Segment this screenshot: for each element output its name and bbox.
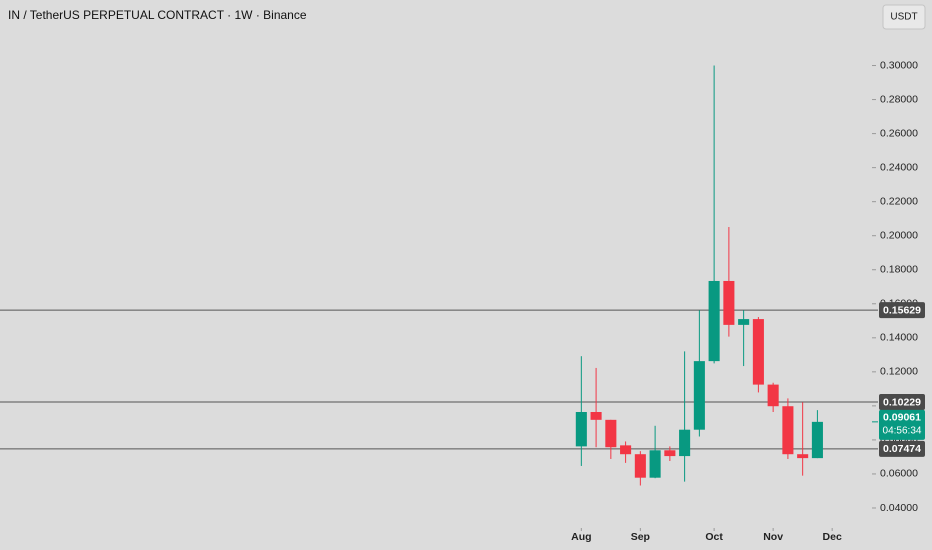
y-tick-label: 0.24000 [880,161,918,173]
candle-body [620,445,632,455]
y-tick-label: 0.06000 [880,468,918,480]
candle-body [649,450,661,478]
y-tick-label: 0.28000 [880,93,918,105]
y-tick-label: 0.12000 [880,366,918,378]
candle-body [590,412,602,420]
candle-body [811,421,823,459]
currency-button[interactable] [882,4,926,30]
countdown-label: 04:56:34 [883,425,922,436]
candle-body [782,406,794,455]
candle-body [664,450,676,457]
y-tick-label: 0.26000 [880,127,918,139]
last-price-label: 0.09061 [883,412,921,424]
x-tick-label: Dec [823,531,842,543]
price-label-box [879,440,925,457]
y-tick-label: 0.14000 [880,332,918,344]
price-label: 0.10229 [883,396,921,408]
price-label: 0.15629 [883,304,921,316]
x-tick-label: Nov [763,531,783,543]
y-tick-label: 0.22000 [880,195,918,207]
candle-body [575,412,587,447]
y-tick-label: 0.20000 [880,229,918,241]
candle-body [679,429,691,457]
candle-body [752,319,764,385]
candle-body [797,454,809,459]
x-tick-label: Aug [571,531,591,543]
candle-body [738,319,750,325]
chart-title: IN / TetherUS PERPETUAL CONTRACT · 1W · … [8,8,307,22]
candle-body [723,280,735,325]
candle-body [767,384,779,407]
y-tick-label: 0.18000 [880,264,918,276]
candle-body [708,280,720,362]
y-tick-label: 0.30000 [880,59,918,71]
currency-label[interactable]: USDT [890,12,917,23]
x-tick-label: Sep [631,531,650,543]
price-label-box [879,302,925,319]
price-label: 0.07474 [883,443,921,455]
candle-body [634,454,646,478]
price-label-box [879,393,925,410]
candle-body [605,419,617,448]
candle-body [693,361,705,430]
y-tick-label: 0.04000 [880,502,918,514]
x-tick-label: Oct [705,531,723,543]
last-price-box [879,409,925,440]
